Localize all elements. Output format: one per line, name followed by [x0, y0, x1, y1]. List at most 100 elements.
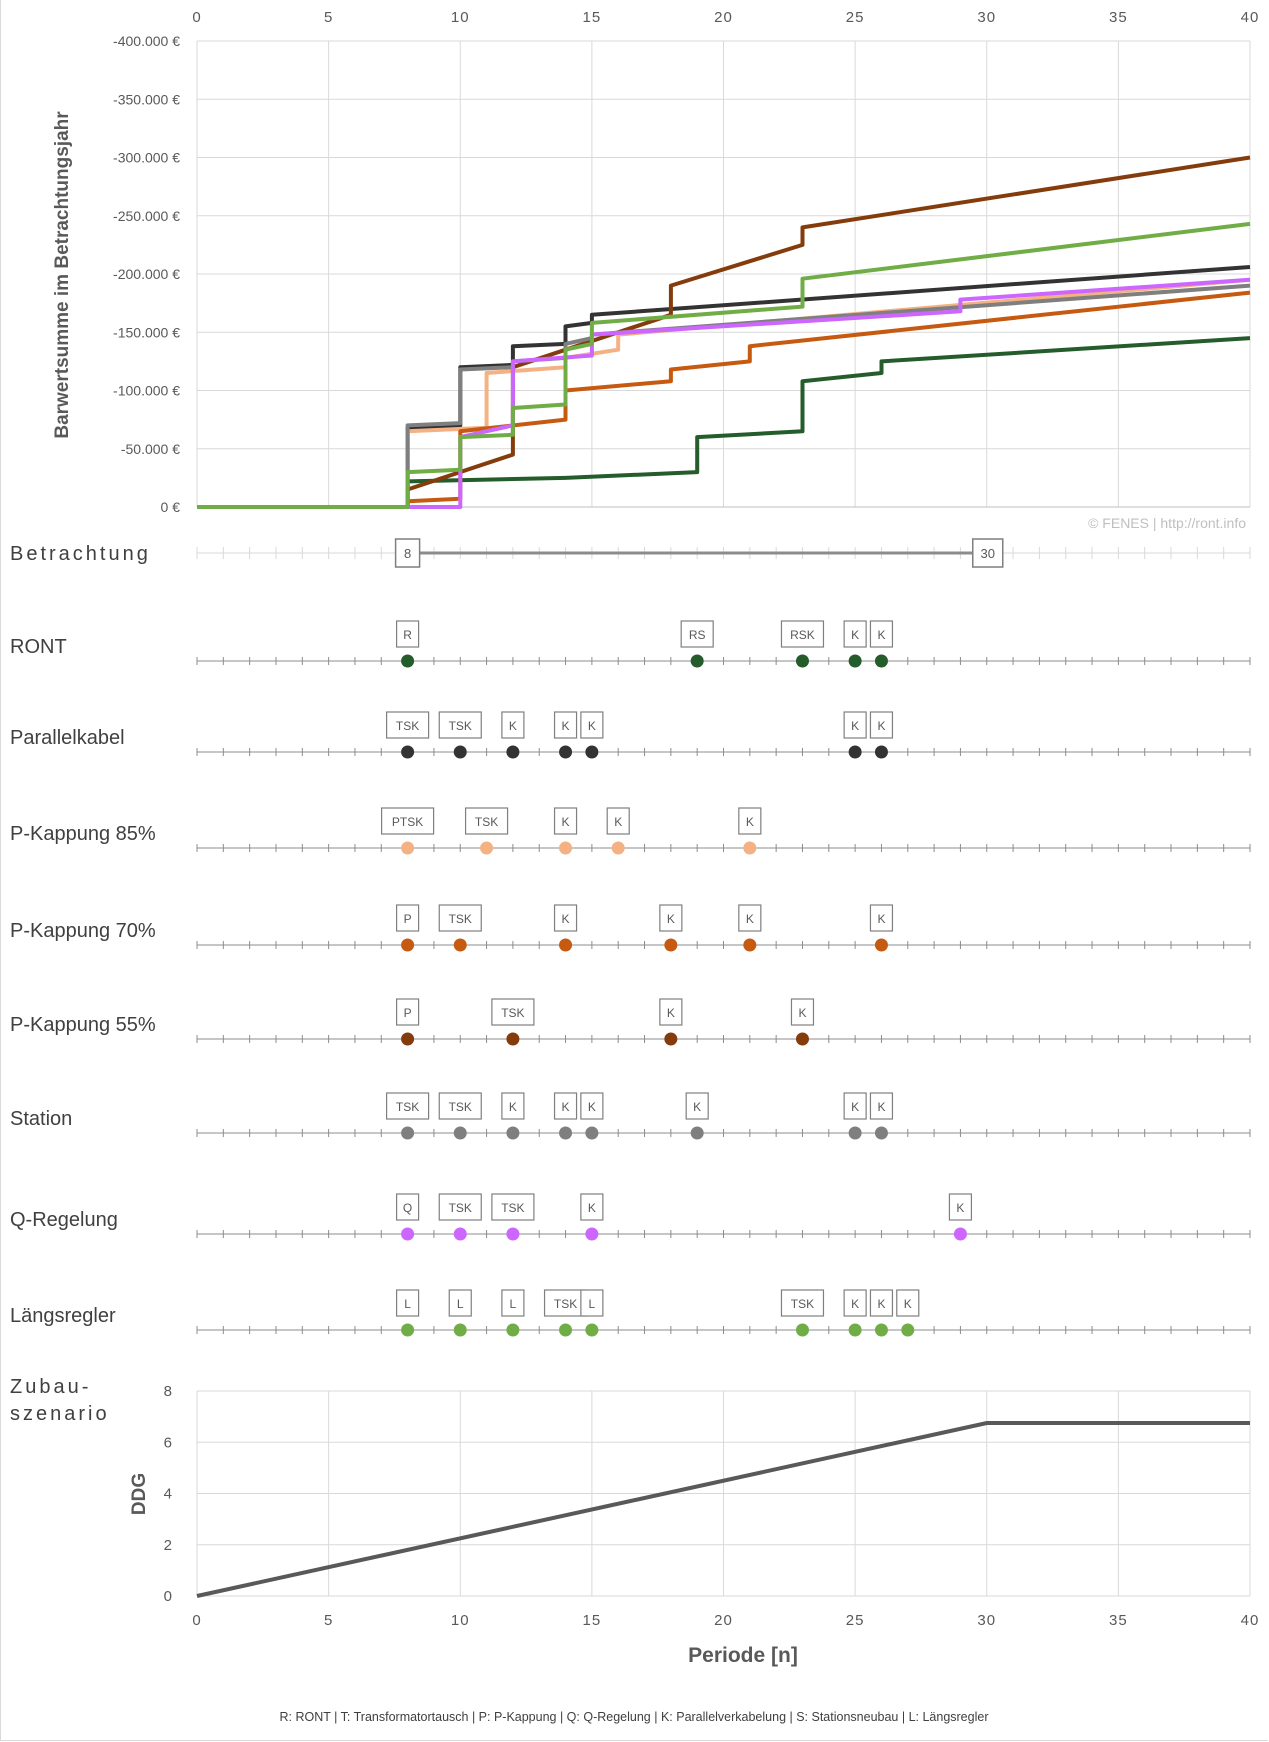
event-marker [874, 1126, 888, 1140]
event-marker [401, 841, 415, 855]
event-label-box [381, 807, 435, 835]
event-marker [506, 1227, 520, 1241]
bottom-y-tick-label: 4 [164, 1486, 172, 1503]
event-row-label: Q-Regelung [10, 1209, 118, 1231]
event-marker [848, 1323, 862, 1337]
bottom-x-tick-label: 0 [192, 1612, 201, 1629]
event-marker [664, 1032, 678, 1046]
watermark: © FENES | http://ront.info [1088, 515, 1246, 531]
event-label-box [869, 620, 894, 648]
event-label-box [396, 1289, 420, 1317]
event-label-box [396, 1193, 420, 1221]
event-label-box [464, 807, 509, 835]
betrachtung-end-label: 30 [981, 546, 995, 561]
event-label-box [580, 1092, 604, 1120]
x-tick-label-top: 40 [1241, 9, 1260, 26]
event-label-box [501, 1289, 525, 1317]
event-marker [401, 938, 415, 952]
event-label: TSK [449, 1100, 472, 1114]
event-marker [743, 938, 757, 952]
y-tick-label: -200.000 € [113, 266, 180, 282]
event-marker [453, 938, 467, 952]
event-label: K [877, 719, 885, 733]
betrachtung-end-box [972, 538, 1004, 568]
event-label: TSK [449, 719, 472, 733]
bottom-x-tick-label: 15 [583, 1612, 602, 1629]
event-marker [506, 1032, 520, 1046]
bottom-x-tick-label: 25 [846, 1612, 865, 1629]
x-tick-label-top: 25 [846, 9, 865, 26]
event-label: K [509, 719, 517, 733]
event-marker [559, 1126, 573, 1140]
event-label-box [843, 1289, 867, 1317]
event-label-box [738, 807, 762, 835]
betrachtung-start-box [394, 538, 421, 568]
event-label: K [667, 1006, 675, 1020]
x-tick-label-top: 10 [451, 9, 470, 26]
event-label: K [562, 719, 570, 733]
event-label-box [553, 904, 578, 932]
event-label-box [438, 711, 482, 739]
event-label: TSK [554, 1297, 577, 1311]
event-label-box [438, 1092, 482, 1120]
event-label-box [553, 807, 578, 835]
event-label: R [403, 628, 412, 642]
event-label-box [438, 1193, 482, 1221]
event-marker [795, 654, 809, 668]
y-tick-label: -50.000 € [121, 441, 180, 457]
event-marker [848, 1126, 862, 1140]
event-label: K [588, 719, 596, 733]
event-label: K [798, 1006, 806, 1020]
event-label: TSK [501, 1006, 524, 1020]
event-marker [690, 1126, 704, 1140]
bottom-x-axis-title: Periode [n] [688, 1644, 798, 1667]
event-marker [874, 938, 888, 952]
event-label: PTSK [392, 815, 423, 829]
event-label-box [553, 711, 578, 739]
x-tick-label-top: 5 [324, 9, 333, 26]
event-marker [401, 1032, 415, 1046]
x-tick-label-top: 30 [977, 9, 996, 26]
event-label-box [491, 1193, 535, 1221]
event-label: P [404, 1006, 412, 1020]
event-label: K [877, 1100, 885, 1114]
event-label: K [746, 815, 754, 829]
event-label: K [746, 912, 754, 926]
event-marker [453, 1126, 467, 1140]
event-marker [585, 745, 599, 759]
event-label-box [843, 711, 867, 739]
event-marker [585, 1126, 599, 1140]
y-tick-label: 0 € [161, 499, 181, 515]
y-tick-label: -400.000 € [113, 33, 180, 49]
event-label: K [877, 912, 885, 926]
event-row-label: Längsregler [10, 1305, 116, 1327]
event-marker [901, 1323, 915, 1337]
event-marker [874, 1323, 888, 1337]
event-label-box [869, 904, 894, 932]
x-tick-label-top: 20 [714, 9, 733, 26]
zubau-label-line1: Zubau- [10, 1376, 91, 1398]
event-label-box [780, 620, 825, 648]
event-label: K [562, 912, 570, 926]
series-line-7 [197, 221, 1251, 509]
event-label-box [659, 998, 683, 1026]
event-label: TSK [449, 1201, 472, 1215]
event-marker [401, 1126, 415, 1140]
event-row-label: Parallelkabel [10, 727, 125, 749]
event-marker [401, 1227, 415, 1241]
event-marker [506, 1323, 520, 1337]
event-label: L [589, 1297, 596, 1311]
bottom-x-tick-label: 5 [324, 1612, 333, 1629]
event-marker [795, 1323, 809, 1337]
event-label-box [501, 711, 525, 739]
zubau-label-line2: szenario [10, 1403, 110, 1425]
event-label: K [877, 628, 885, 642]
event-label: K [667, 912, 675, 926]
event-label: TSK [396, 1100, 419, 1114]
event-marker [585, 1227, 599, 1241]
event-label-box [738, 904, 762, 932]
event-label-box [606, 807, 630, 835]
event-label-box [543, 1289, 588, 1317]
